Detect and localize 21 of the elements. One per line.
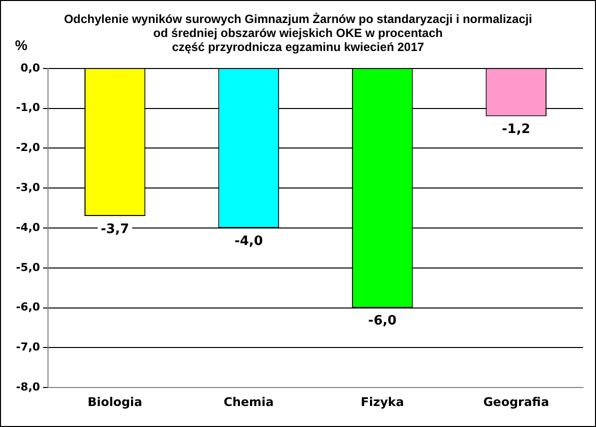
y-tick-label: -6,0 (16, 300, 40, 314)
y-tick-label: -7,0 (16, 340, 40, 354)
x-tick-label: Fizyka (360, 394, 404, 409)
y-tick-label: -4,0 (16, 220, 40, 234)
x-tick-label: Geografia (483, 394, 550, 409)
y-axis-title: % (15, 37, 28, 53)
text: od średniej obszarów wiejskich OKE w procentach (153, 26, 443, 40)
data-label: -6,0 (368, 314, 397, 329)
y-tick-label: -2,0 (16, 141, 40, 154)
y-tick-label: -8,0 (16, 380, 40, 394)
y-tick-label: -1,0 (16, 101, 40, 114)
data-label: -3,7 (100, 222, 130, 237)
text: Odchylenie wyników surowych Gimnazjum Żarnów po standaryzacji i normalizacji (64, 12, 532, 26)
data-label: -1,2 (502, 122, 530, 138)
text: część przyrodnicza egzaminu kwiecień 2017 (172, 40, 424, 54)
x-tick-label: Chemia (224, 394, 274, 409)
data-label: -4,0 (234, 234, 263, 249)
y-tick-label: 0,0 (20, 61, 40, 74)
y-tick-label: -5,0 (16, 260, 40, 274)
y-tick-label: -3,0 (16, 180, 40, 194)
x-tick-label: Biologia (88, 394, 142, 409)
